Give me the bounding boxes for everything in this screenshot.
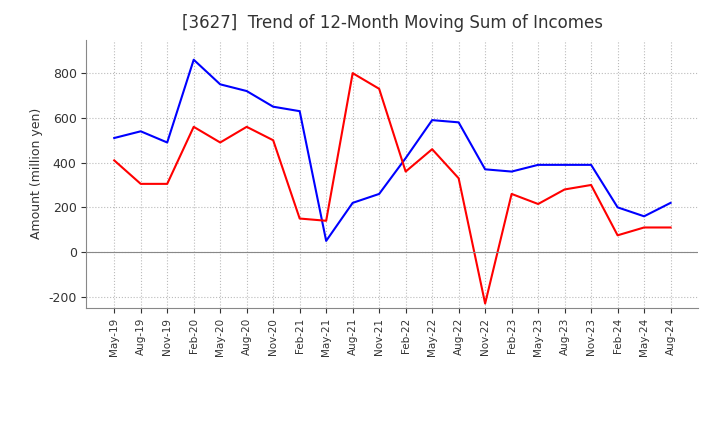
- Ordinary Income: [428, 117, 436, 123]
- Ordinary Income: [243, 88, 251, 94]
- Ordinary Income: [269, 104, 277, 109]
- Net Income: [163, 181, 171, 187]
- Ordinary Income: [560, 162, 569, 168]
- Ordinary Income: [110, 136, 119, 141]
- Net Income: [110, 158, 119, 163]
- Net Income: [269, 138, 277, 143]
- Y-axis label: Amount (million yen): Amount (million yen): [30, 108, 42, 239]
- Ordinary Income: [216, 82, 225, 87]
- Net Income: [587, 182, 595, 187]
- Net Income: [428, 147, 436, 152]
- Net Income: [454, 176, 463, 181]
- Net Income: [295, 216, 304, 221]
- Net Income: [243, 124, 251, 129]
- Net Income: [375, 86, 384, 92]
- Ordinary Income: [348, 200, 357, 205]
- Line: Net Income: Net Income: [114, 73, 670, 304]
- Net Income: [613, 233, 622, 238]
- Net Income: [401, 169, 410, 174]
- Ordinary Income: [508, 169, 516, 174]
- Ordinary Income: [401, 155, 410, 161]
- Ordinary Income: [295, 109, 304, 114]
- Ordinary Income: [163, 140, 171, 145]
- Title: [3627]  Trend of 12-Month Moving Sum of Incomes: [3627] Trend of 12-Month Moving Sum of I…: [182, 15, 603, 33]
- Ordinary Income: [189, 57, 198, 62]
- Ordinary Income: [322, 238, 330, 244]
- Line: Ordinary Income: Ordinary Income: [114, 60, 670, 241]
- Ordinary Income: [666, 200, 675, 205]
- Net Income: [216, 140, 225, 145]
- Ordinary Income: [587, 162, 595, 168]
- Net Income: [189, 124, 198, 129]
- Ordinary Income: [481, 167, 490, 172]
- Net Income: [666, 225, 675, 230]
- Net Income: [534, 202, 542, 207]
- Ordinary Income: [454, 120, 463, 125]
- Ordinary Income: [534, 162, 542, 168]
- Ordinary Income: [613, 205, 622, 210]
- Net Income: [322, 218, 330, 224]
- Net Income: [481, 301, 490, 306]
- Net Income: [348, 70, 357, 76]
- Net Income: [560, 187, 569, 192]
- Ordinary Income: [136, 128, 145, 134]
- Ordinary Income: [640, 214, 649, 219]
- Net Income: [508, 191, 516, 197]
- Net Income: [136, 181, 145, 187]
- Net Income: [640, 225, 649, 230]
- Ordinary Income: [375, 191, 384, 197]
